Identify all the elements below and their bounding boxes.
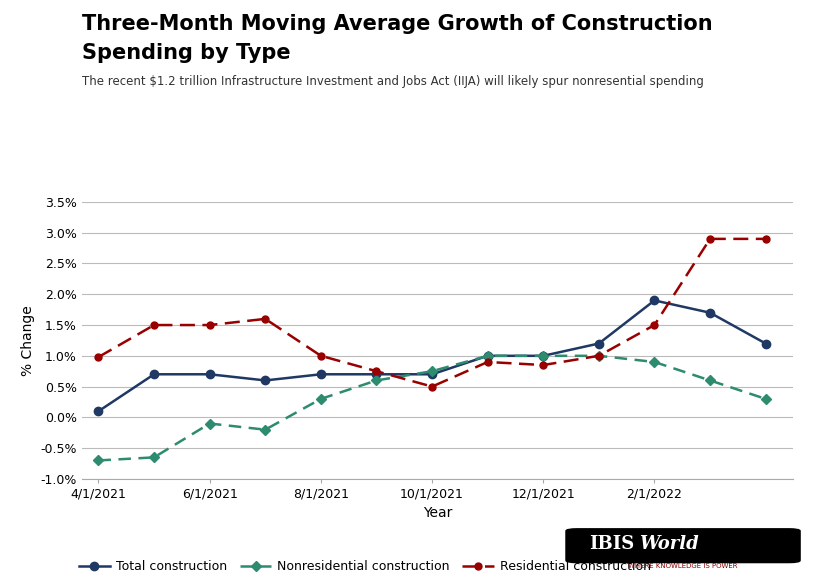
FancyBboxPatch shape bbox=[566, 529, 800, 563]
Y-axis label: % Change: % Change bbox=[21, 305, 35, 376]
Legend: Total construction, Nonresidential construction, Residential construction: Total construction, Nonresidential const… bbox=[74, 555, 656, 577]
Text: IBIS: IBIS bbox=[589, 535, 635, 553]
Text: World: World bbox=[639, 535, 699, 553]
Text: The recent $1.2 trillion Infrastructure Investment and Jobs Act (IIJA) will like: The recent $1.2 trillion Infrastructure … bbox=[82, 75, 703, 88]
X-axis label: Year: Year bbox=[423, 507, 452, 520]
Text: Spending by Type: Spending by Type bbox=[82, 43, 290, 63]
Text: WHERE KNOWLEDGE IS POWER: WHERE KNOWLEDGE IS POWER bbox=[628, 563, 738, 569]
Text: Three-Month Moving Average Growth of Construction: Three-Month Moving Average Growth of Con… bbox=[82, 14, 712, 35]
